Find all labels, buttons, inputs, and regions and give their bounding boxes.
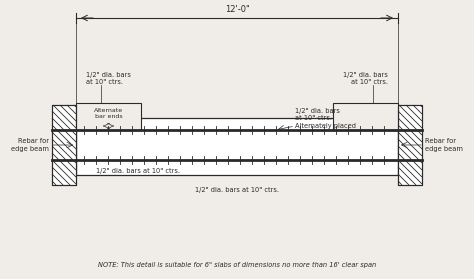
Text: 1/2" dia. bars
at 10" ctrs.: 1/2" dia. bars at 10" ctrs. [86, 71, 131, 85]
Bar [52, 105, 76, 185]
Text: NOTE: This detail is suitable for 6" slabs of dimensions no more than 16' clear : NOTE: This detail is suitable for 6" sla… [98, 262, 376, 268]
Bar [398, 105, 422, 185]
Bar [76, 103, 141, 130]
Bar [333, 103, 398, 130]
Text: 12'-0": 12'-0" [225, 5, 249, 14]
Text: Rebar for
edge beam: Rebar for edge beam [425, 138, 463, 152]
Bar [76, 118, 398, 175]
Bar [52, 105, 76, 185]
Text: 1/2" dia. bars at 10" ctrs.: 1/2" dia. bars at 10" ctrs. [195, 187, 279, 193]
Text: 1/2" dia. bars
at 10" ctrs.: 1/2" dia. bars at 10" ctrs. [343, 71, 388, 85]
Text: Alternate
bar ends: Alternate bar ends [94, 108, 123, 119]
Text: 1/2" dia. bars at 10" ctrs.: 1/2" dia. bars at 10" ctrs. [96, 168, 180, 174]
Text: Rebar for
edge beam: Rebar for edge beam [11, 138, 49, 152]
Text: 1/2" dia. bars
at 10" ctrs.
Alternately placed: 1/2" dia. bars at 10" ctrs. Alternately … [295, 108, 356, 129]
Bar [398, 105, 422, 185]
